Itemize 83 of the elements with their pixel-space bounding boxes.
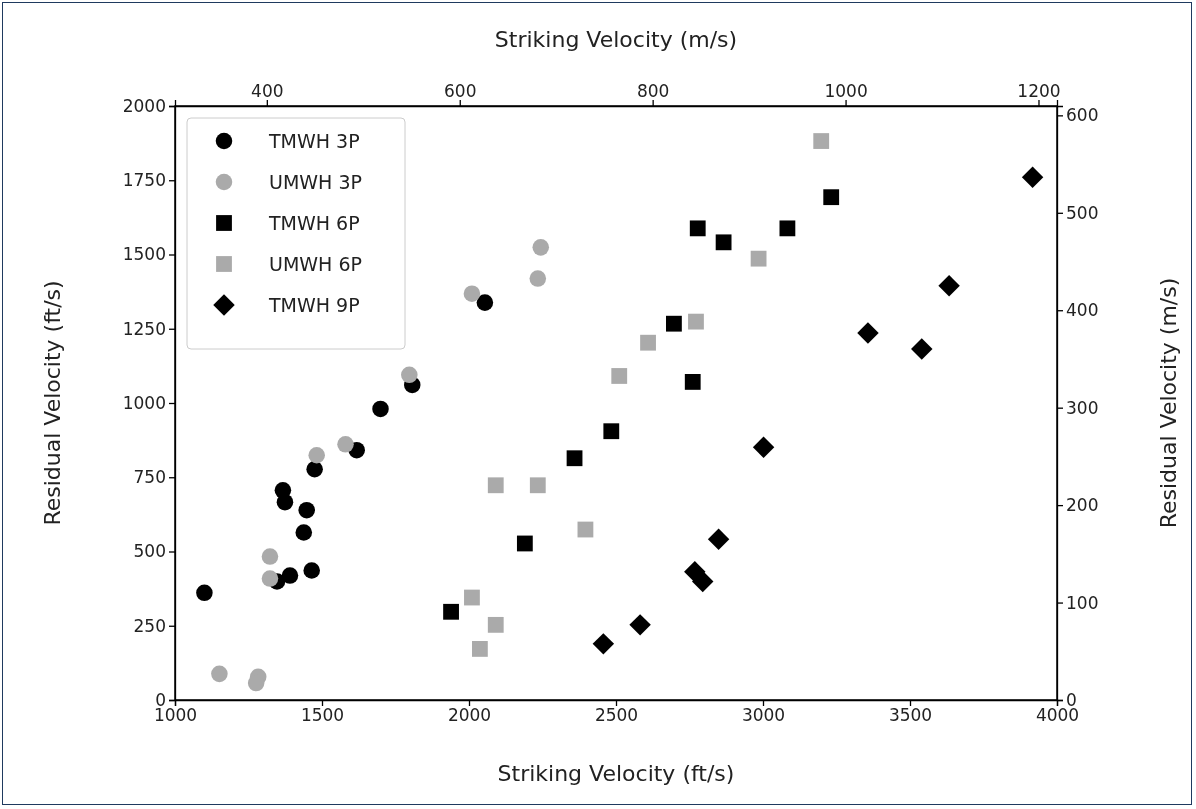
y-axis-title: Residual Velocity (ft/s) bbox=[40, 280, 65, 526]
y-tick-label: 1250 bbox=[122, 318, 166, 339]
point bbox=[689, 220, 706, 237]
y-tick-label: 1500 bbox=[122, 244, 166, 265]
point bbox=[779, 220, 796, 237]
point bbox=[684, 560, 706, 583]
point bbox=[823, 189, 840, 206]
point bbox=[298, 501, 315, 519]
x2-tick-label: 400 bbox=[251, 81, 284, 101]
x-axis-title: Striking Velocity (ft/s) bbox=[497, 761, 735, 786]
point bbox=[487, 616, 504, 633]
legend-label: TMWH 6P bbox=[268, 212, 360, 234]
x-tick-label: 4000 bbox=[1035, 705, 1080, 726]
point bbox=[261, 548, 279, 565]
point bbox=[603, 423, 620, 440]
x2-tick-label: 1000 bbox=[824, 81, 868, 101]
point bbox=[487, 477, 504, 494]
point bbox=[707, 528, 730, 551]
x-tick-label: 2000 bbox=[447, 705, 492, 726]
point bbox=[750, 250, 767, 267]
point bbox=[471, 641, 488, 657]
point bbox=[529, 270, 547, 287]
point bbox=[463, 285, 481, 302]
y2-tick-label: 600 bbox=[1066, 105, 1099, 126]
point bbox=[640, 334, 656, 351]
point bbox=[752, 436, 775, 458]
point bbox=[281, 567, 299, 584]
point bbox=[566, 450, 583, 467]
point bbox=[529, 477, 546, 494]
x-tick-label: 3000 bbox=[741, 705, 786, 726]
point bbox=[684, 374, 701, 390]
y-tick-label: 250 bbox=[133, 615, 166, 636]
point bbox=[211, 665, 228, 683]
y2-tick-label: 500 bbox=[1066, 202, 1099, 223]
point bbox=[295, 524, 313, 541]
y2-tick-label: 300 bbox=[1066, 397, 1099, 418]
point bbox=[629, 614, 651, 636]
y2-tick-label: 400 bbox=[1066, 300, 1099, 321]
y-tick-label: 1750 bbox=[122, 170, 166, 191]
point bbox=[337, 436, 354, 453]
y-tick-label: 2000 bbox=[122, 95, 166, 116]
point bbox=[476, 294, 494, 311]
point bbox=[813, 133, 830, 149]
point bbox=[611, 368, 628, 384]
x2-tick-label: 600 bbox=[444, 81, 477, 101]
x-tick-label: 2500 bbox=[594, 705, 639, 726]
legend-label: UMWH 3P bbox=[269, 171, 362, 193]
x2-tick-label: 1200 bbox=[1017, 81, 1061, 101]
x2-axis-title: Striking Velocity (m/s) bbox=[494, 27, 738, 52]
point bbox=[857, 322, 879, 344]
x-tick-label: 3500 bbox=[888, 705, 933, 726]
point bbox=[911, 338, 933, 360]
point bbox=[592, 633, 615, 655]
point bbox=[443, 603, 459, 620]
point bbox=[532, 239, 550, 256]
point bbox=[464, 589, 480, 606]
point bbox=[938, 274, 960, 297]
point bbox=[276, 493, 294, 511]
y2-tick-label: 200 bbox=[1066, 495, 1099, 516]
legend-label: UMWH 6P bbox=[269, 253, 362, 275]
point bbox=[516, 535, 533, 552]
x-tick-label: 1500 bbox=[300, 705, 345, 726]
y-tick-label: 1000 bbox=[122, 392, 166, 413]
x-tick-label: 1000 bbox=[153, 705, 198, 726]
point bbox=[688, 313, 704, 330]
y-tick-label: 500 bbox=[133, 541, 166, 562]
point bbox=[372, 400, 389, 418]
legend-label: TMWH 3P bbox=[268, 130, 360, 152]
point bbox=[303, 562, 320, 579]
legend-label: TMWH 9P bbox=[268, 294, 360, 316]
point bbox=[577, 521, 594, 538]
point bbox=[1021, 166, 1044, 188]
point bbox=[196, 584, 213, 602]
y2-axis-title: Residual Velocity (m/s) bbox=[1156, 277, 1181, 529]
y2-tick-label: 100 bbox=[1066, 592, 1099, 613]
point bbox=[306, 460, 323, 478]
y-tick-label: 750 bbox=[133, 467, 166, 488]
point bbox=[401, 366, 418, 384]
point bbox=[715, 234, 732, 251]
x2-tick-label: 800 bbox=[636, 81, 670, 101]
point bbox=[261, 570, 279, 587]
point bbox=[666, 315, 682, 332]
point bbox=[308, 447, 325, 464]
